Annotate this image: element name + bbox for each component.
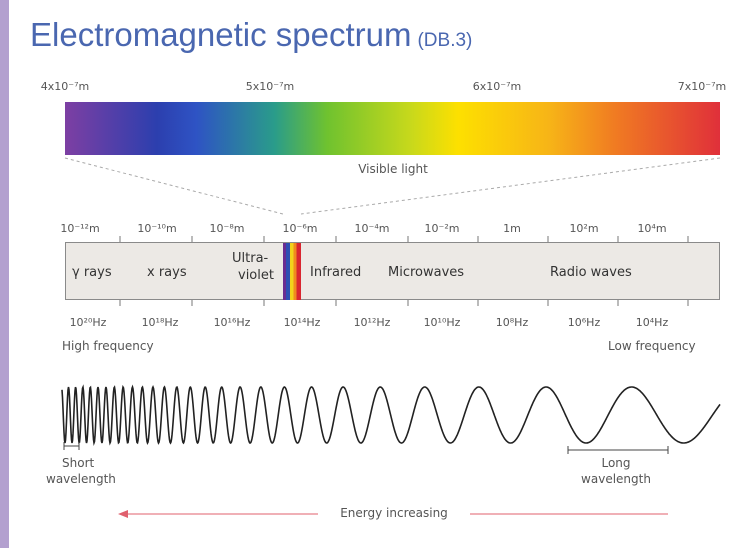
visible-wavelength-label: 5x10⁻⁷m: [245, 80, 295, 93]
short-wavelength-line1: Short: [62, 456, 95, 470]
frequency-tick-label: 10¹⁶Hz: [213, 316, 251, 329]
projection-line-right: [300, 157, 721, 215]
visible-light-label: Visible light: [358, 162, 428, 176]
wavelength-tick-label: 1m: [503, 222, 521, 235]
frequency-tick-label: 10⁴Hz: [635, 316, 669, 329]
frequency-tick-label: 10²⁰Hz: [69, 316, 107, 329]
region-radio-waves: Radio waves: [550, 265, 632, 280]
wavelength-tick-label: 10⁻²m: [424, 222, 460, 235]
projection-line-left: [64, 157, 284, 215]
visible-wavelength-label: 4x10⁻⁷m: [40, 80, 90, 93]
short-wavelength-line2: wavelength: [46, 472, 116, 486]
wave-chirp: [61, 384, 721, 447]
region-ultraviolet-line2: violet: [238, 268, 274, 283]
region-gamma-rays: γ rays: [72, 265, 112, 280]
wavelength-tick-label: 10⁻¹⁰m: [137, 222, 177, 235]
visible-band-rainbow: [283, 243, 301, 300]
slide-title: Electromagnetic spectrum (DB.3): [30, 16, 472, 54]
frequency-tick-label: 10¹⁴Hz: [283, 316, 321, 329]
frequency-tick-label: 10⁶Hz: [567, 316, 601, 329]
wavelength-tick-label: 10⁴m: [637, 222, 667, 235]
spectrum-regions-box: [65, 242, 720, 300]
frequency-tick-label: 10¹⁰Hz: [423, 316, 461, 329]
region-microwaves: Microwaves: [388, 265, 465, 280]
frequency-tick-label: 10¹⁸Hz: [141, 316, 179, 329]
wavelength-tick-label: 10²m: [569, 222, 599, 235]
frequency-tick-label: 10⁸Hz: [495, 316, 529, 329]
energy-arrow-head: [118, 510, 128, 518]
bottom-tick-marks: [119, 300, 689, 306]
visible-wavelength-label: 6x10⁻⁷m: [472, 80, 522, 93]
top-tick-marks: [119, 236, 689, 242]
wavelength-tick-label: 10⁻⁸m: [209, 222, 245, 235]
high-frequency-label: High frequency: [62, 339, 154, 353]
region-x-rays: x rays: [147, 265, 187, 280]
frequency-tick-label: 10¹²Hz: [353, 316, 391, 329]
title-reference: (DB.3): [417, 30, 473, 51]
long-wavelength-line2: wavelength: [581, 472, 651, 486]
wavelength-tick-label: 10⁻⁶m: [282, 222, 318, 235]
energy-increasing-label: Energy increasing: [340, 506, 448, 520]
long-wavelength-line1: Long: [601, 456, 631, 470]
slide-accent-bar: [0, 0, 9, 548]
visible-light-gradient: [65, 102, 720, 155]
region-infrared: Infrared: [310, 265, 362, 280]
title-main: Electromagnetic spectrum: [30, 16, 412, 53]
wavelength-tick-label: 10⁻¹²m: [60, 222, 100, 235]
wavelength-tick-label: 10⁻⁴m: [354, 222, 390, 235]
visible-wavelength-label: 7x10⁻⁷m: [677, 80, 727, 93]
low-frequency-label: Low frequency: [608, 339, 696, 353]
region-ultraviolet-line1: Ultra-: [232, 251, 269, 266]
